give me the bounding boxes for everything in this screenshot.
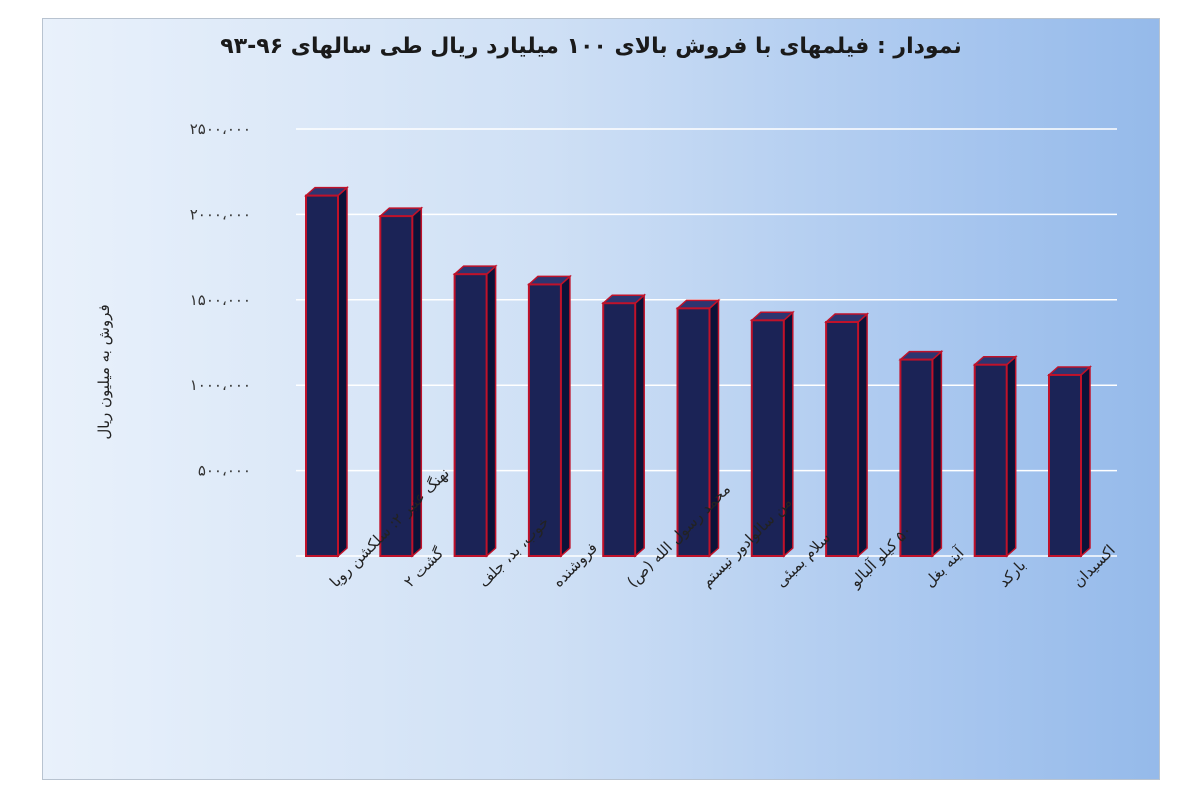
bar-front xyxy=(899,358,934,557)
bar xyxy=(526,274,572,558)
bar-front xyxy=(750,319,785,557)
y-axis-label: فروش به میلیون ریال xyxy=(95,304,113,439)
bar xyxy=(378,206,424,558)
bar-front xyxy=(1048,373,1082,557)
bar xyxy=(304,185,349,558)
bar-front xyxy=(973,363,1008,558)
bar xyxy=(1047,365,1092,558)
bar-side xyxy=(560,274,571,558)
bar xyxy=(972,355,1018,558)
bar-front xyxy=(602,302,637,557)
bar-side xyxy=(1080,365,1091,558)
bar-side xyxy=(931,349,943,558)
bar-front xyxy=(676,307,711,557)
bar xyxy=(675,298,721,558)
bar-front xyxy=(527,283,562,557)
y-tick-label: ۱۵۰۰،۰۰۰ xyxy=(190,291,251,309)
chart-title: نمودار : فیلمهای با فروش بالای ۱۰۰ میلیا… xyxy=(220,34,961,59)
bar xyxy=(601,293,647,558)
bar xyxy=(749,310,795,558)
bar-front xyxy=(379,215,414,557)
bar-side xyxy=(857,312,868,558)
bar xyxy=(898,349,944,558)
bar xyxy=(452,264,498,558)
y-tick-label: ۱۰۰۰،۰۰۰ xyxy=(190,376,251,394)
y-tick-label: ۵۰۰،۰۰۰ xyxy=(198,462,251,480)
y-tick-label: ۲۵۰۰،۰۰۰ xyxy=(190,120,251,138)
bar-side xyxy=(634,293,645,558)
bar-front xyxy=(305,194,339,557)
x-tick-label: بارکد xyxy=(995,556,1030,591)
bar-chart: نمودار : فیلمهای با فروش بالای ۱۰۰ میلیا… xyxy=(95,34,1119,592)
bar-front xyxy=(453,273,488,557)
bar-side xyxy=(708,298,720,558)
bar-side xyxy=(783,310,794,558)
bar-side xyxy=(1005,355,1017,558)
y-tick-label: ۲۰۰۰،۰۰۰ xyxy=(190,205,251,223)
bar-side xyxy=(485,264,497,558)
chart-frame: نمودار : فیلمهای با فروش بالای ۱۰۰ میلیا… xyxy=(42,18,1160,780)
bar-side xyxy=(337,185,348,558)
bar-front xyxy=(825,321,860,557)
bar xyxy=(824,312,870,558)
